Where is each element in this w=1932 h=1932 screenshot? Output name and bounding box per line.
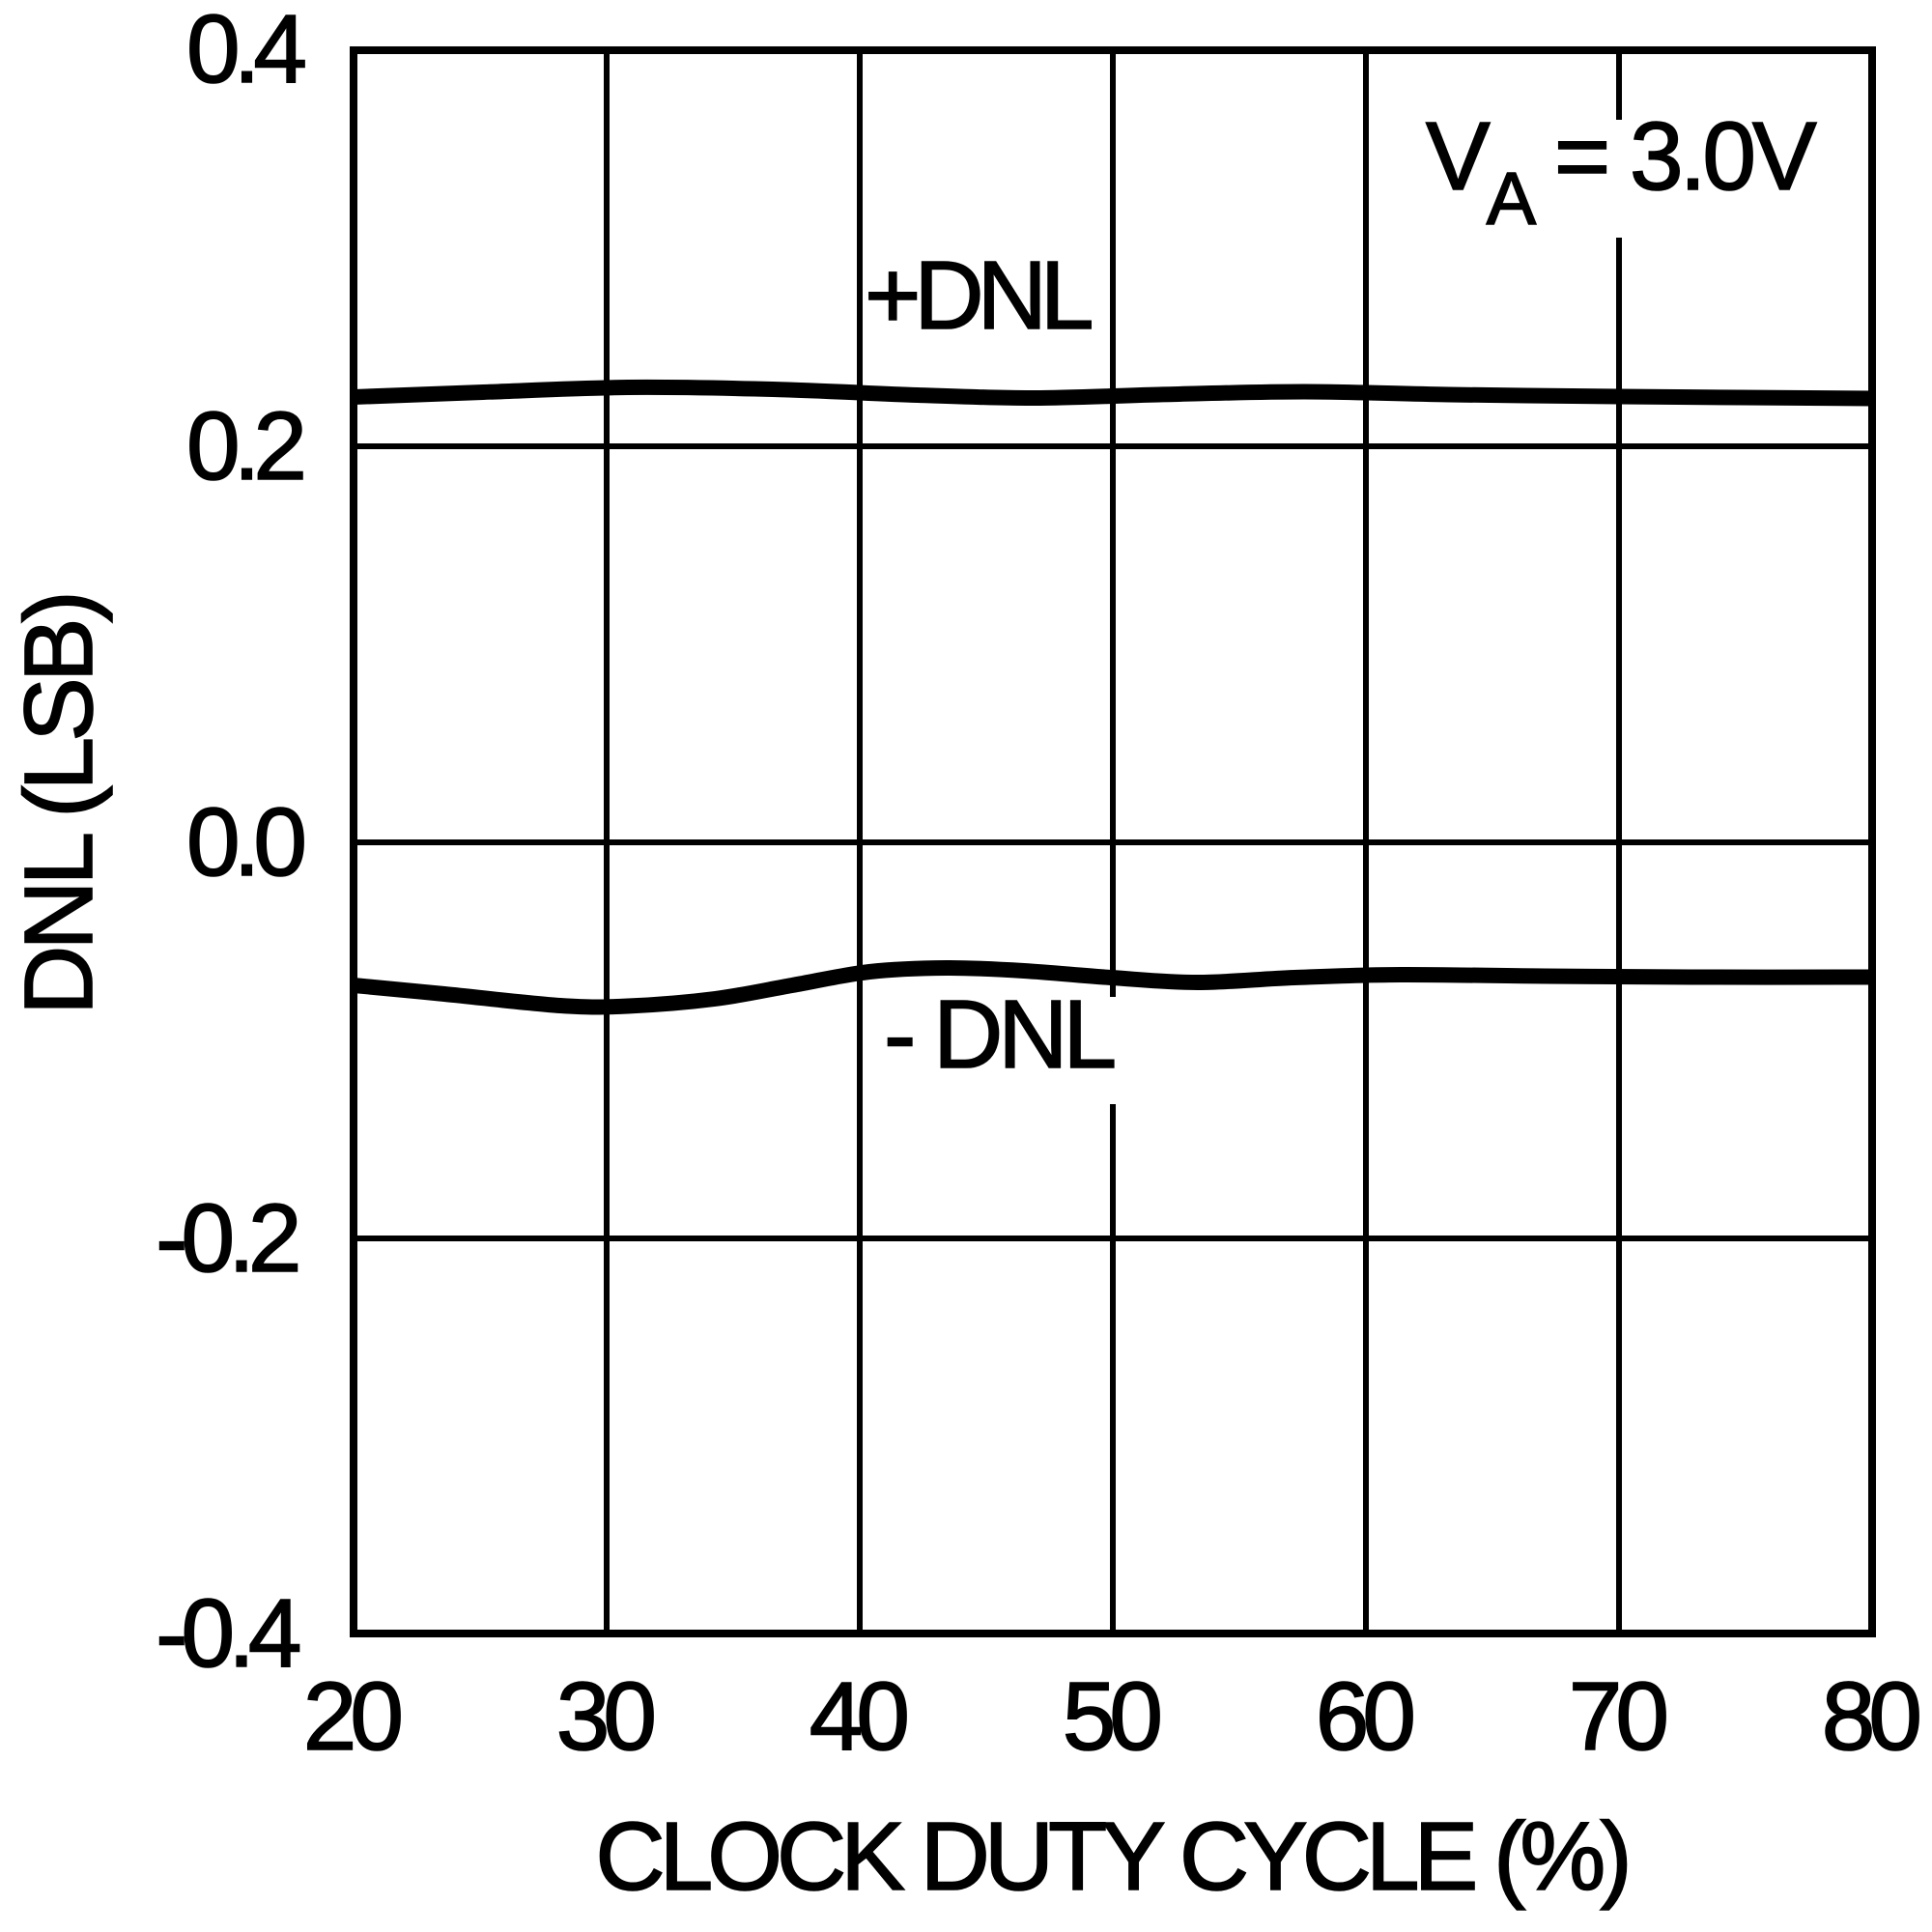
svg-text:- DNL: - DNL bbox=[884, 980, 1115, 1089]
svg-text:40: 40 bbox=[810, 1662, 907, 1771]
svg-text:0.0: 0.0 bbox=[186, 788, 303, 896]
svg-text:80: 80 bbox=[1822, 1662, 1919, 1771]
svg-text:20: 20 bbox=[303, 1662, 401, 1771]
svg-text:0.2: 0.2 bbox=[186, 392, 302, 500]
svg-text:60: 60 bbox=[1316, 1662, 1413, 1771]
svg-text:CLOCK DUTY CYCLE (%): CLOCK DUTY CYCLE (%) bbox=[595, 1803, 1627, 1911]
svg-text:0.4: 0.4 bbox=[186, 0, 304, 103]
svg-text:30: 30 bbox=[556, 1662, 654, 1771]
svg-text:+DNL: +DNL bbox=[865, 242, 1092, 350]
svg-text:-0.2: -0.2 bbox=[156, 1184, 298, 1293]
svg-text:DNL (LSB): DNL (LSB) bbox=[5, 595, 113, 1015]
svg-text:70: 70 bbox=[1569, 1662, 1666, 1771]
svg-text:50: 50 bbox=[1063, 1662, 1160, 1771]
svg-text:-0.4: -0.4 bbox=[156, 1579, 299, 1688]
